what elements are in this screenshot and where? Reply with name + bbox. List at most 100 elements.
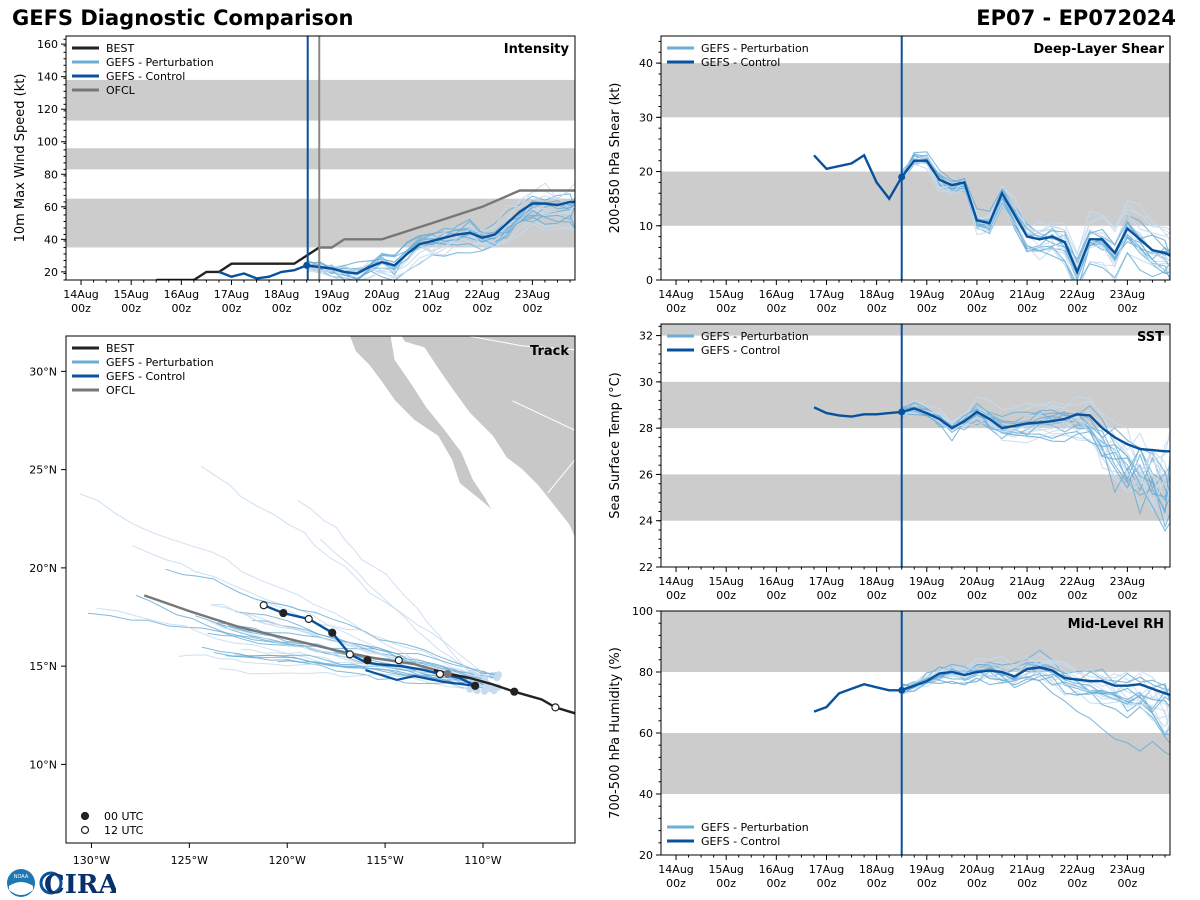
state-border <box>465 336 575 351</box>
intensity-xtick-label: 20Aug <box>364 288 399 301</box>
shear-perturbation-line <box>901 161 1170 255</box>
rh-xtick-label: 00z <box>666 877 686 890</box>
rh-shaded-band <box>661 733 1170 794</box>
track-time-marker <box>279 608 288 618</box>
rh-perturbation-line <box>901 669 1170 710</box>
track-xtick-label: 115°W <box>366 854 403 867</box>
intensity-xtick-label: 17Aug <box>214 288 249 301</box>
shear-xtick-label: 23Aug <box>1110 288 1145 301</box>
shear-xtick-label: 00z <box>1117 302 1137 315</box>
shear-xtick-label: 16Aug <box>759 288 794 301</box>
shear-xtick-label: 00z <box>967 302 987 315</box>
rh-xtick-label: 18Aug <box>859 863 894 876</box>
shear-xtick-label: 17Aug <box>809 288 844 301</box>
shear-xtick-label: 00z <box>1017 302 1037 315</box>
track-ofcl-line <box>143 594 451 676</box>
sst-xtick-label: 00z <box>917 589 937 602</box>
shear-ytick-label: 10 <box>639 220 653 233</box>
globe-icon <box>39 871 63 895</box>
track-time-marker <box>394 656 403 665</box>
sst-xtick-label: 00z <box>867 589 887 602</box>
intensity-xtick-label: 14Aug <box>63 288 98 301</box>
state-border <box>512 400 575 431</box>
sst-xtick-label: 20Aug <box>959 575 994 588</box>
rh-xtick-label: 00z <box>967 877 987 890</box>
rh-ytick-label: 60 <box>639 727 653 740</box>
sst-ytick-label: 28 <box>639 422 653 435</box>
rh-perturbation-line <box>901 663 1170 705</box>
sst-plot-area <box>661 324 1170 532</box>
sst-xtick-label: 00z <box>817 589 837 602</box>
shear-xtick-label: 15Aug <box>708 288 743 301</box>
rh-perturbation-line <box>901 659 1170 720</box>
track-time-marker <box>435 669 445 679</box>
intensity-ytick-label: 80 <box>44 168 58 181</box>
rh-xtick-label: 19Aug <box>909 863 944 876</box>
intensity-ytick-label: 140 <box>37 71 58 84</box>
rh-gefs-control-line <box>813 666 1170 713</box>
track-legend-label: BEST <box>106 342 134 355</box>
noaa-logo-text: NOAA <box>14 874 29 880</box>
rh-xtick-label: 14Aug <box>658 863 693 876</box>
track-perturbation-line <box>277 660 476 690</box>
track-time-marker <box>304 614 313 624</box>
rh-xtick-label: 00z <box>1117 877 1137 890</box>
track-ytick-label: 15°N <box>29 660 57 673</box>
track-best-marker <box>510 687 519 696</box>
intensity-xtick-label: 00z <box>522 302 542 315</box>
track-ytick-label: 30°N <box>29 365 57 378</box>
shear-xtick-label: 14Aug <box>658 288 693 301</box>
intensity-xtick-label: 18Aug <box>264 288 299 301</box>
rh-xtick-label: 00z <box>766 877 786 890</box>
sst-xtick-label: 00z <box>967 589 987 602</box>
rh-plot-area <box>661 611 1170 794</box>
sst-legend-label: GEFS - Perturbation <box>701 330 809 343</box>
sst-gefs-control-line <box>813 406 1170 453</box>
track-control-line <box>365 669 476 687</box>
shear-xtick-label: 21Aug <box>1009 288 1044 301</box>
intensity-perturbation-line <box>306 182 575 273</box>
state-border <box>547 459 575 494</box>
rh-ytick-label: 40 <box>639 788 653 801</box>
sst-xtick-label: 19Aug <box>909 575 944 588</box>
intensity-perturbation-line <box>306 200 575 280</box>
rh-xtick-label: 00z <box>867 877 887 890</box>
rh-perturbation-line <box>901 663 1170 713</box>
track-perturbation-start <box>485 685 493 693</box>
rh-xtick-label: 00z <box>917 877 937 890</box>
intensity-ytick-label: 160 <box>37 38 58 51</box>
intensity-xtick-label: 00z <box>71 302 91 315</box>
track-time-marker <box>363 656 372 665</box>
sst-ytick-label: 32 <box>639 330 653 343</box>
sst-ytick-label: 24 <box>639 515 653 528</box>
shear-perturbation-line <box>901 159 1170 265</box>
shear-perturbation-line <box>901 162 1170 279</box>
track-perturbation-line <box>200 465 484 675</box>
sst-xtick-label: 22Aug <box>1059 575 1094 588</box>
intensity-shaded-band <box>66 79 575 121</box>
sst-ytick-label: 30 <box>639 376 653 389</box>
track-time-legend-marker <box>80 825 90 835</box>
shear-perturbation-line <box>901 159 1170 280</box>
intensity-perturbation-line <box>306 209 575 270</box>
intensity-ytick-label: 40 <box>44 233 58 246</box>
shear-ytick-label: 30 <box>639 111 653 124</box>
intensity-xtick-label: 22Aug <box>464 288 499 301</box>
sst-xtick-label: 17Aug <box>809 575 844 588</box>
intensity-best-line <box>156 246 320 280</box>
track-time-legend-label: 00 UTC <box>104 810 144 823</box>
track-ytick-label: 25°N <box>29 464 57 477</box>
shear-gefs-control-line <box>813 153 1170 276</box>
track-plot-area <box>79 336 575 715</box>
sst-xtick-label: 14Aug <box>658 575 693 588</box>
sst-init-marker <box>898 408 906 416</box>
track-ytick-label: 10°N <box>29 758 57 771</box>
shear-xtick-label: 00z <box>666 302 686 315</box>
shear-xtick-label: 00z <box>716 302 736 315</box>
sst-xtick-label: 21Aug <box>1009 575 1044 588</box>
intensity-xtick-label: 00z <box>372 302 392 315</box>
track-perturbation-line <box>218 668 472 684</box>
rh-xtick-label: 00z <box>1017 877 1037 890</box>
rh-xtick-label: 15Aug <box>708 863 743 876</box>
